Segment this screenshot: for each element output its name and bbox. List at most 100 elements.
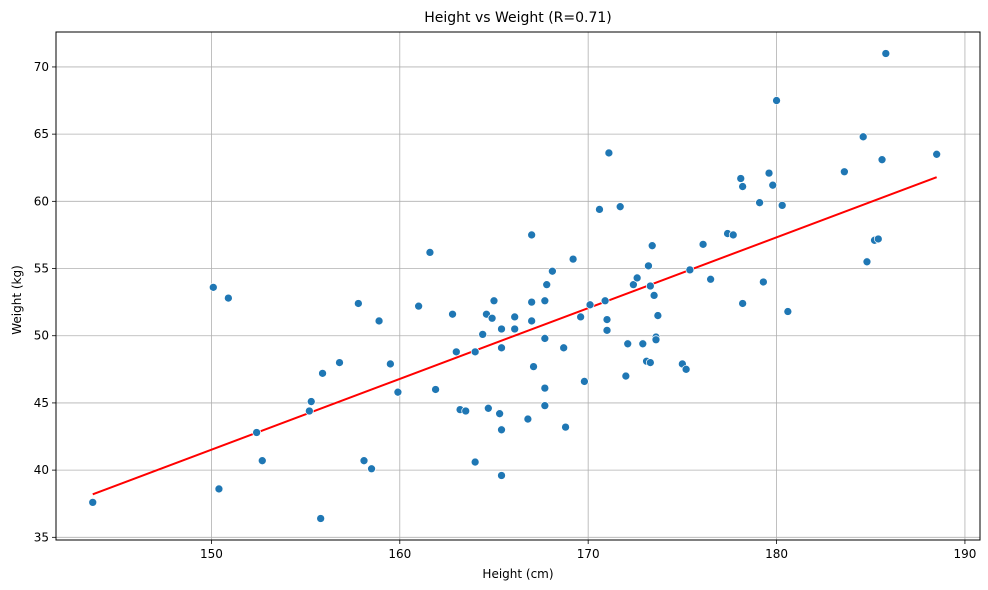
data-point (580, 377, 589, 386)
data-point (470, 347, 480, 357)
data-point (540, 401, 550, 410)
data-point (632, 273, 642, 283)
data-point (367, 464, 376, 474)
data-point (651, 335, 661, 345)
data-point (306, 397, 316, 406)
data-point (497, 324, 506, 334)
data-point (523, 414, 533, 424)
data-point (638, 339, 648, 349)
data-point (728, 230, 738, 240)
data-point (559, 343, 569, 353)
data-point (88, 498, 98, 507)
data-point (623, 339, 633, 349)
data-point (772, 96, 781, 105)
data-point (738, 182, 747, 191)
points-group (88, 49, 942, 523)
data-point (495, 409, 504, 419)
data-point (305, 406, 314, 416)
data-point (738, 299, 747, 308)
data-point (353, 299, 363, 308)
data-point (649, 291, 659, 300)
y-tick-label: 50 (34, 329, 49, 343)
data-point (431, 385, 440, 394)
data-point (585, 300, 595, 310)
data-point (685, 265, 695, 275)
data-point (374, 316, 384, 326)
y-tick-label: 40 (34, 463, 49, 477)
data-point (602, 325, 612, 335)
data-point (542, 280, 552, 290)
data-point (568, 254, 578, 264)
data-point (318, 369, 327, 378)
data-point (645, 358, 655, 367)
data-point (877, 155, 887, 165)
data-point (316, 514, 326, 523)
y-tick-label: 70 (34, 60, 49, 74)
data-point (698, 239, 708, 249)
y-tick-label: 35 (34, 530, 49, 544)
data-point (483, 403, 493, 413)
plot-frame (55, 31, 981, 541)
data-point (602, 315, 612, 324)
data-point (208, 282, 218, 292)
data-point (529, 362, 538, 371)
data-point (881, 49, 891, 58)
data-point (645, 281, 655, 291)
data-point (540, 334, 550, 343)
x-tick-label: 170 (577, 547, 600, 561)
data-point (862, 257, 872, 267)
data-point (768, 180, 778, 190)
x-axis-label: Height (cm) (482, 567, 553, 581)
data-point (548, 266, 557, 276)
data-point (497, 343, 506, 353)
data-point (647, 241, 657, 251)
data-point (527, 316, 537, 326)
data-point (576, 312, 585, 322)
grid (56, 32, 980, 540)
data-point (706, 274, 715, 284)
data-point (777, 201, 787, 210)
data-point (681, 364, 691, 374)
data-point (755, 198, 764, 208)
y-tick-label: 45 (34, 396, 49, 410)
y-axis-label: Weight (kg) (10, 265, 24, 335)
data-point (561, 422, 570, 432)
data-point (783, 307, 793, 316)
x-tick-label: 150 (200, 547, 223, 561)
data-point (600, 296, 610, 306)
data-point (527, 297, 537, 307)
data-point (257, 456, 267, 466)
data-point (629, 280, 638, 290)
fit-line-group (92, 176, 938, 496)
y-tick-label: 55 (34, 262, 49, 276)
data-point (497, 471, 506, 480)
data-point (858, 132, 868, 142)
data-point (386, 359, 395, 369)
data-point (414, 301, 423, 311)
x-tick-label: 160 (388, 547, 411, 561)
data-point (510, 312, 520, 322)
data-point (873, 234, 883, 244)
data-point (615, 202, 625, 212)
x-tick-label: 180 (765, 547, 788, 561)
data-point (497, 425, 506, 435)
data-point (653, 311, 663, 320)
data-point (595, 205, 604, 214)
chart-title: Height vs Weight (R=0.71) (424, 10, 612, 26)
regression-line (92, 176, 938, 496)
data-point (527, 230, 537, 240)
data-point (224, 293, 233, 303)
x-tick-label: 190 (953, 547, 976, 561)
data-point (448, 309, 457, 319)
data-point (736, 174, 746, 183)
data-point (764, 168, 774, 178)
data-point (478, 330, 488, 339)
data-point (252, 428, 261, 437)
data-point (510, 324, 520, 334)
data-point (393, 387, 403, 397)
data-point (470, 457, 480, 467)
y-tick-label: 60 (34, 194, 49, 208)
data-point (451, 347, 461, 357)
data-point (604, 148, 614, 158)
